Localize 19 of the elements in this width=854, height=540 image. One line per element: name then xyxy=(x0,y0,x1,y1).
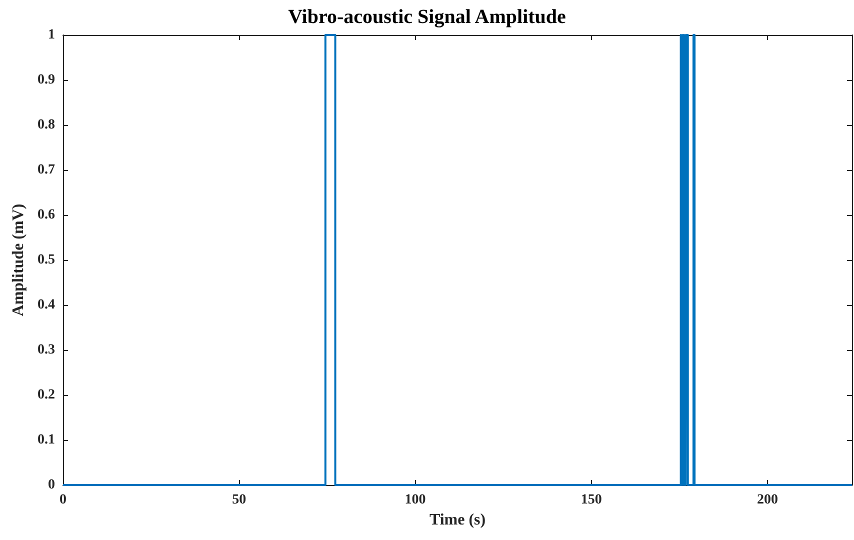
x-tick-label: 150 xyxy=(580,492,602,508)
y-tick-label: 0.8 xyxy=(38,118,55,132)
x-tick-label: 50 xyxy=(232,492,246,508)
y-tick-label: 0.5 xyxy=(38,252,55,268)
y-tick-label: 0.1 xyxy=(38,432,55,448)
x-tick-label: 100 xyxy=(404,492,426,508)
y-axis-title: Amplitude (mV) xyxy=(10,204,28,316)
y-tick-label: 0.2 xyxy=(38,388,55,402)
y-tick-label: 0.6 xyxy=(38,208,55,222)
x-tick-label: 200 xyxy=(756,492,778,508)
x-tick-label: 0 xyxy=(60,492,66,508)
y-tick-label: 0 xyxy=(48,478,55,492)
y-tick-label: 0.4 xyxy=(38,298,55,312)
chart-title: Vibro-acoustic Signal Amplitude xyxy=(288,6,566,28)
y-tick-label: 0.9 xyxy=(38,72,55,88)
x-axis-title: Time (s) xyxy=(429,511,486,528)
y-tick-label: 0.3 xyxy=(38,342,55,358)
y-tick-label: 1 xyxy=(48,28,55,42)
y-tick-label: 0.7 xyxy=(38,162,55,178)
